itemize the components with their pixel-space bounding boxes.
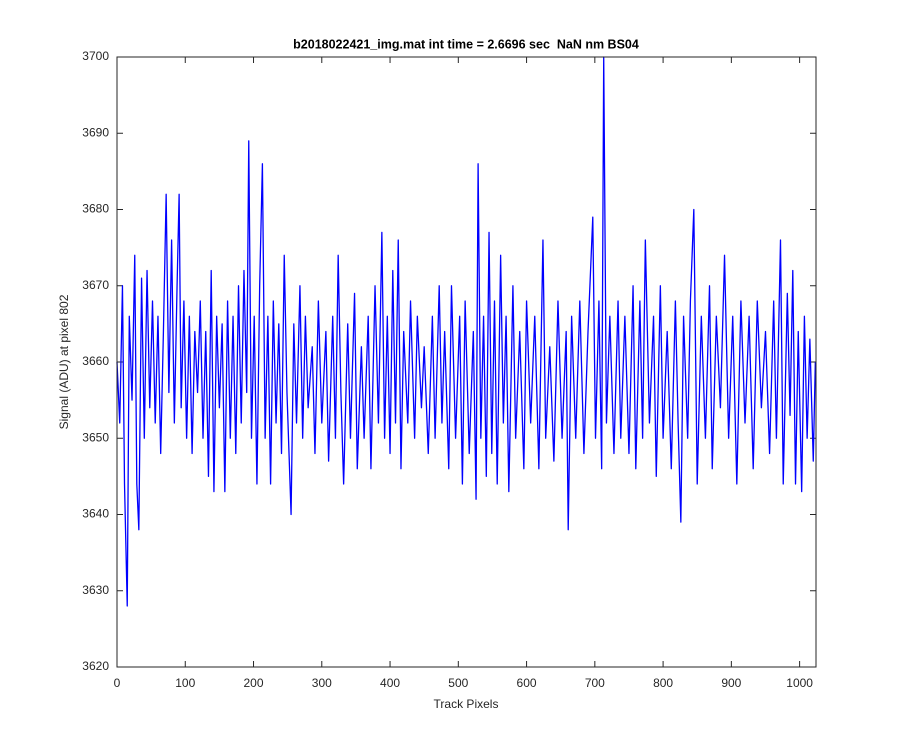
y-tick-label: 3680 [82,202,109,216]
x-tick-label: 800 [653,676,673,690]
x-tick-label: 600 [517,676,537,690]
chart-title: b2018022421_img.mat int time = 2.6696 se… [293,37,639,51]
y-tick-label: 3620 [82,659,109,673]
y-tick-label: 3690 [82,125,109,139]
y-tick-label: 3640 [82,507,109,521]
x-tick-label: 100 [175,676,195,690]
y-axis-label: Signal (ADU) at pixel 802 [57,294,71,429]
y-tick-label: 3670 [82,278,109,292]
y-tick-label: 3630 [82,583,109,597]
x-tick-label: 300 [312,676,332,690]
data-line [116,56,816,607]
y-tick-label: 3650 [82,430,109,444]
y-tick-label: 3660 [82,354,109,368]
x-axis-label: Track Pixels [434,697,499,711]
x-tick-label: 500 [448,676,468,690]
y-tick-label: 3700 [82,49,109,63]
x-tick-label: 900 [721,676,741,690]
x-tick-label: 0 [114,676,121,690]
x-tick-label: 1000 [786,676,813,690]
axes-box [116,56,817,668]
x-tick-label: 400 [380,676,400,690]
x-tick-label: 700 [585,676,605,690]
x-tick-label: 200 [244,676,264,690]
